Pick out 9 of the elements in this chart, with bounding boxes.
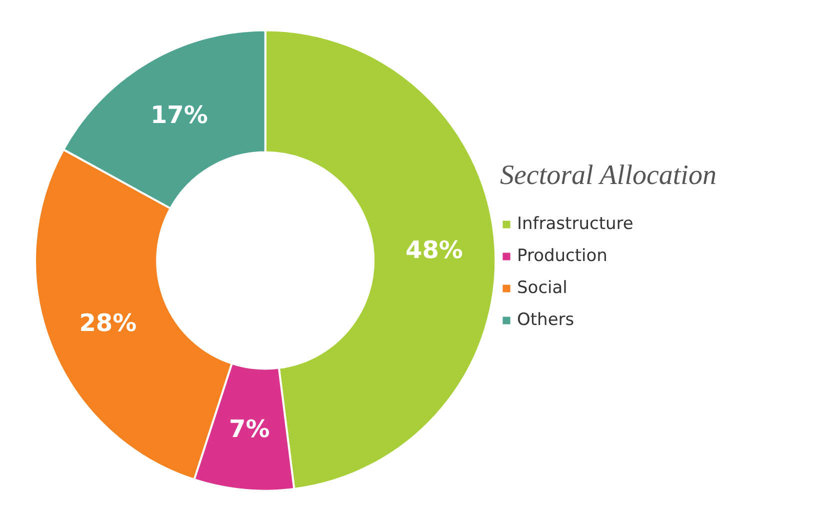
data-label: 48%: [406, 236, 463, 264]
legend-label: Social: [517, 278, 568, 298]
legend-label: Others: [517, 310, 574, 330]
legend-label: Production: [517, 246, 608, 266]
data-label: 7%: [229, 414, 270, 443]
legend-title: Sectoral Allocation: [500, 160, 716, 192]
legend-label: Infrastructure: [517, 214, 634, 234]
data-label: 17%: [150, 100, 208, 129]
data-label: 28%: [79, 308, 137, 337]
